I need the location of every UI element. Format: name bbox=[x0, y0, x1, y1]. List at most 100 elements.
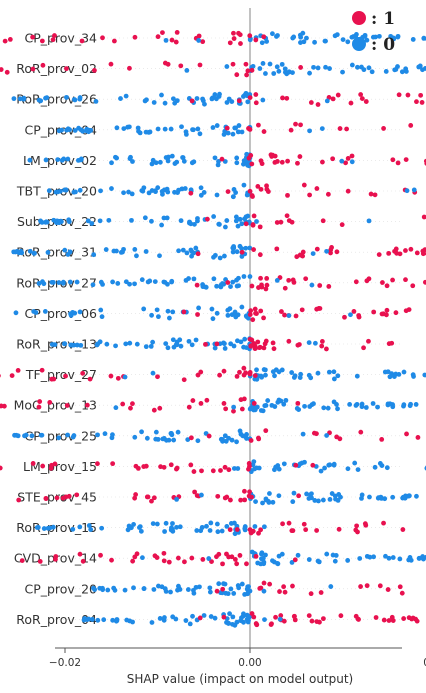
point-value-0 bbox=[307, 128, 312, 134]
point-value-0 bbox=[244, 436, 249, 441]
point-value-0 bbox=[174, 98, 180, 104]
point-value-1 bbox=[30, 34, 36, 40]
point-value-0 bbox=[230, 194, 236, 200]
point-value-1 bbox=[371, 309, 377, 315]
point-value-0 bbox=[366, 218, 372, 224]
point-value-0 bbox=[143, 344, 149, 350]
point-value-1 bbox=[127, 65, 132, 71]
point-value-1 bbox=[263, 428, 269, 434]
point-value-1 bbox=[335, 92, 341, 98]
point-value-0 bbox=[258, 561, 264, 567]
point-value-0 bbox=[180, 155, 186, 160]
point-value-1 bbox=[168, 462, 174, 468]
point-value-1 bbox=[379, 437, 385, 442]
point-value-0 bbox=[120, 249, 125, 255]
feature-label: RoR_prov_31 bbox=[16, 245, 97, 260]
point-value-1 bbox=[251, 400, 257, 406]
point-value-0 bbox=[228, 341, 234, 347]
point-value-0 bbox=[162, 615, 167, 620]
point-value-1 bbox=[351, 309, 357, 314]
point-value-0 bbox=[244, 586, 250, 592]
point-value-1 bbox=[247, 95, 253, 100]
point-value-1 bbox=[385, 587, 391, 592]
point-value-1 bbox=[396, 92, 402, 98]
point-value-0 bbox=[283, 397, 289, 403]
point-value-1 bbox=[250, 194, 255, 199]
point-value-0 bbox=[163, 341, 169, 347]
point-value-0 bbox=[159, 189, 165, 194]
point-value-1 bbox=[241, 365, 247, 371]
point-value-0 bbox=[149, 218, 154, 224]
point-value-1 bbox=[242, 497, 248, 503]
point-value-0 bbox=[226, 96, 232, 102]
point-value-0 bbox=[59, 157, 65, 163]
point-value-0 bbox=[395, 34, 401, 40]
point-value-0 bbox=[154, 307, 160, 313]
point-value-1 bbox=[395, 160, 401, 166]
point-value-0 bbox=[77, 309, 83, 315]
point-value-1 bbox=[154, 555, 160, 560]
point-value-0 bbox=[50, 279, 56, 285]
point-value-1 bbox=[37, 399, 43, 404]
point-value-0 bbox=[354, 373, 360, 379]
point-value-1 bbox=[328, 247, 334, 253]
point-value-0 bbox=[184, 68, 190, 73]
point-value-1 bbox=[366, 276, 372, 282]
shap-points bbox=[0, 30, 426, 628]
point-value-0 bbox=[220, 281, 225, 286]
point-value-1 bbox=[299, 307, 305, 313]
point-value-0 bbox=[276, 493, 282, 499]
point-value-1 bbox=[309, 618, 315, 624]
point-value-1 bbox=[272, 160, 278, 165]
point-value-1 bbox=[410, 283, 416, 289]
point-value-1 bbox=[173, 39, 179, 45]
feature-label: RoR_prov_26 bbox=[16, 92, 97, 107]
point-value-1 bbox=[143, 463, 149, 469]
point-value-1 bbox=[249, 67, 255, 73]
point-value-0 bbox=[239, 304, 245, 310]
point-value-0 bbox=[289, 560, 295, 565]
point-value-0 bbox=[179, 124, 184, 130]
point-value-1 bbox=[250, 222, 256, 227]
point-value-0 bbox=[324, 248, 329, 254]
point-value-0 bbox=[27, 157, 33, 163]
point-value-1 bbox=[134, 551, 140, 557]
point-value-1 bbox=[362, 521, 368, 527]
point-value-0 bbox=[115, 281, 121, 286]
point-value-0 bbox=[334, 402, 339, 407]
point-value-0 bbox=[297, 375, 303, 380]
point-value-0 bbox=[239, 254, 245, 259]
point-value-1 bbox=[87, 376, 93, 382]
point-value-0 bbox=[214, 283, 220, 289]
point-value-0 bbox=[340, 37, 346, 42]
point-value-1 bbox=[285, 158, 290, 164]
point-value-1 bbox=[393, 310, 399, 316]
point-value-0 bbox=[212, 155, 218, 161]
point-value-1 bbox=[239, 249, 245, 255]
point-value-0 bbox=[138, 528, 144, 534]
point-value-0 bbox=[142, 98, 148, 104]
point-value-0 bbox=[189, 342, 195, 348]
point-value-0 bbox=[371, 554, 377, 560]
point-value-1 bbox=[79, 38, 85, 44]
point-value-1 bbox=[314, 246, 320, 252]
point-value-0 bbox=[256, 465, 262, 471]
point-value-1 bbox=[130, 558, 136, 564]
point-value-0 bbox=[367, 494, 372, 500]
point-value-0 bbox=[290, 70, 295, 76]
point-value-1 bbox=[380, 280, 385, 285]
point-value-1 bbox=[161, 464, 167, 470]
point-value-0 bbox=[86, 616, 92, 622]
point-value-0 bbox=[234, 155, 240, 161]
point-value-0 bbox=[276, 369, 282, 375]
point-value-0 bbox=[282, 69, 288, 75]
point-value-0 bbox=[58, 218, 64, 224]
point-value-0 bbox=[227, 611, 232, 617]
point-value-1 bbox=[286, 338, 292, 344]
point-value-1 bbox=[214, 341, 220, 347]
point-value-0 bbox=[224, 524, 230, 529]
point-value-0 bbox=[149, 620, 155, 625]
point-value-1 bbox=[188, 435, 194, 441]
point-value-0 bbox=[141, 306, 147, 312]
point-value-1 bbox=[253, 37, 259, 43]
